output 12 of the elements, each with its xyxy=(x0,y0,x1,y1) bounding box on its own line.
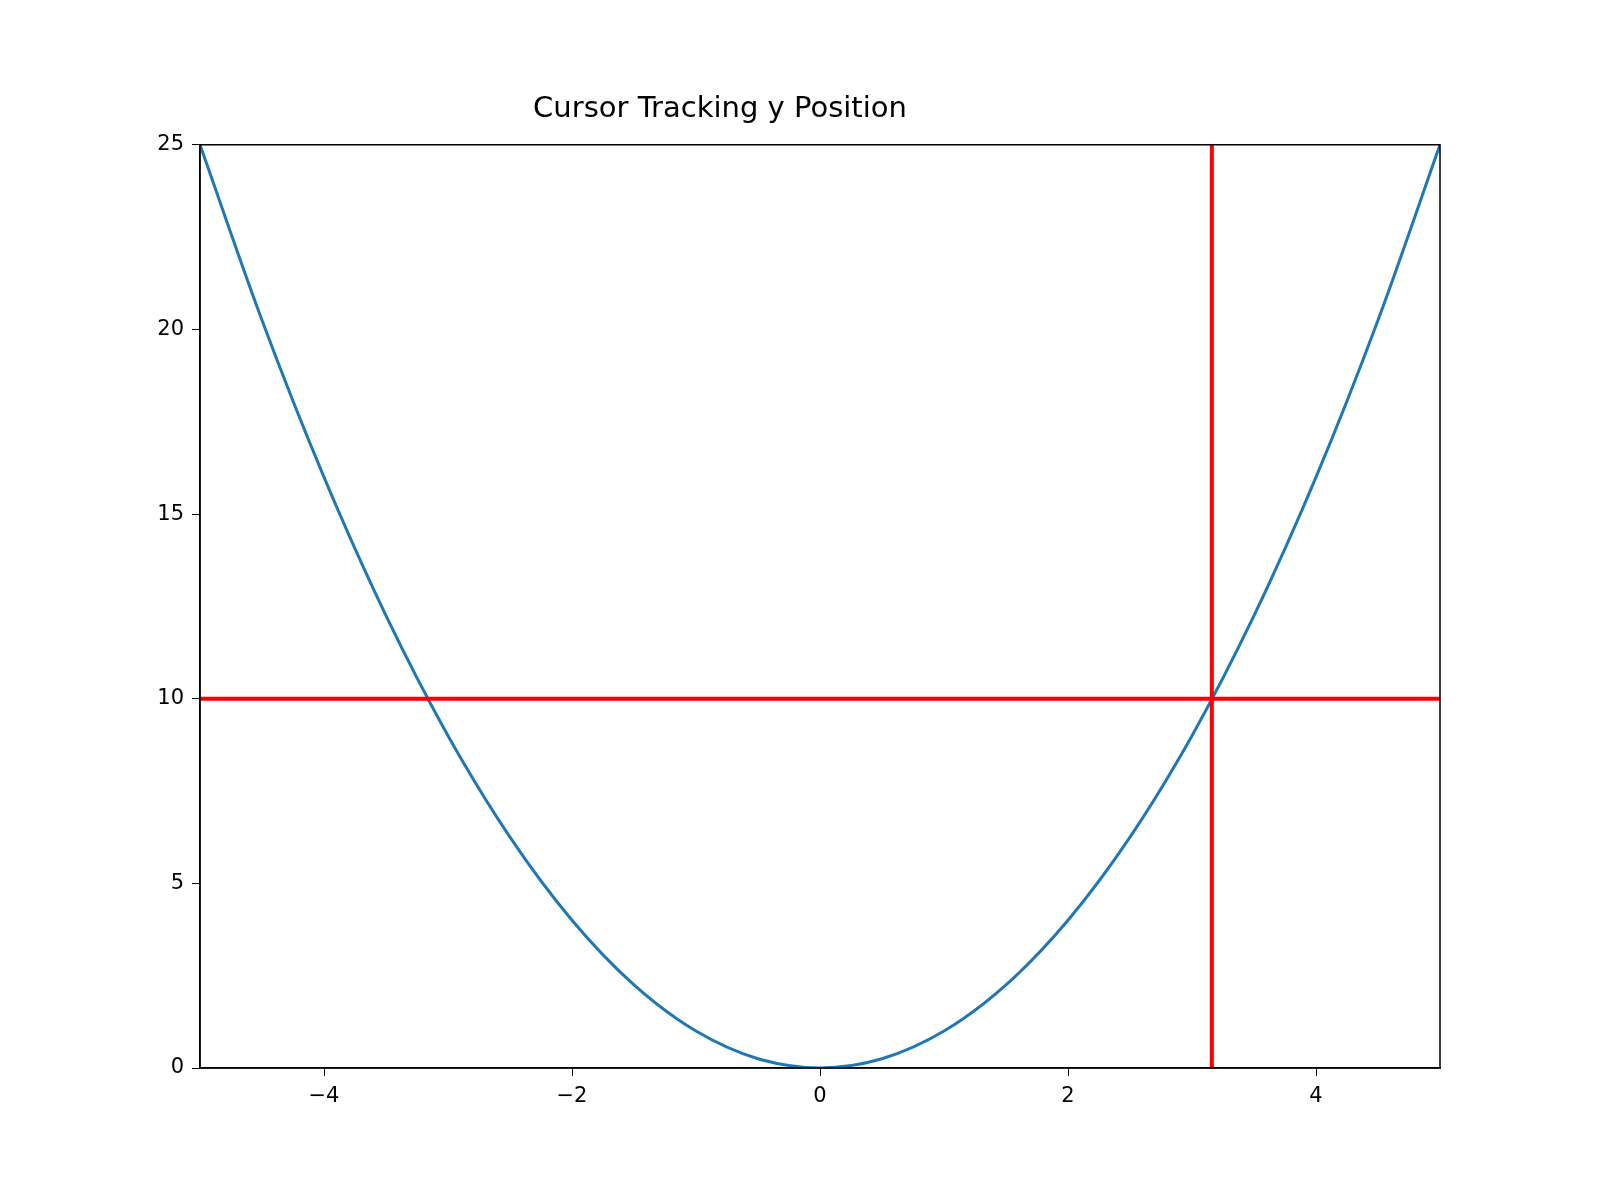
y-tick-label: 5 xyxy=(170,869,184,894)
x-tick-label: −2 xyxy=(556,1083,588,1108)
chart-title: Cursor Tracking y Position xyxy=(533,89,907,124)
y-tick-label: 10 xyxy=(157,685,184,710)
y-tick-label: 15 xyxy=(157,500,184,525)
x-tick-label: −4 xyxy=(308,1083,340,1108)
y-tick-label: 25 xyxy=(157,131,184,156)
x-tick-label: 0 xyxy=(813,1083,827,1108)
y-tick-label: 0 xyxy=(170,1054,184,1079)
x-tick-label: 2 xyxy=(1061,1083,1075,1108)
y-tick-label: 20 xyxy=(157,315,184,340)
x-tick-label: 4 xyxy=(1309,1083,1323,1108)
